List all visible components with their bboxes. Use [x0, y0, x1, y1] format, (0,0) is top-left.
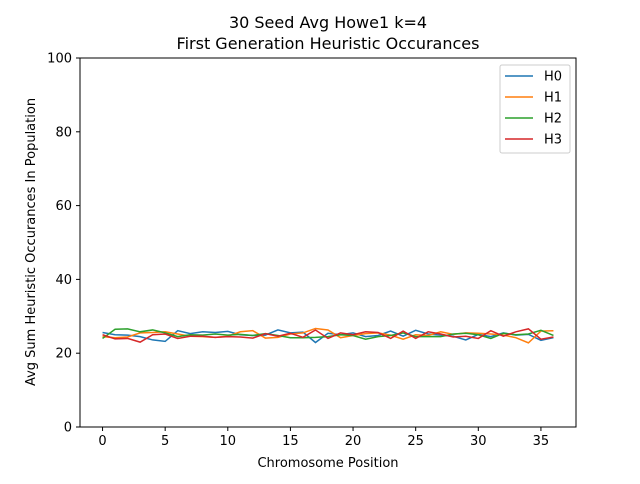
y-tick-label: 80: [55, 125, 72, 140]
series-line-h1: [102, 327, 554, 344]
series-line-h3: [102, 328, 554, 343]
x-tick-label: 5: [161, 434, 169, 449]
chart-title-line2: First Generation Heuristic Occurances: [177, 34, 480, 53]
legend-label-h3: H3: [544, 133, 562, 148]
legend-frame: [499, 64, 571, 154]
legend: H0 H1 H2 H3: [499, 64, 571, 154]
x-tick-label: 20: [345, 434, 362, 449]
legend-label-h2: H2: [544, 112, 562, 127]
x-tick-label: 30: [470, 434, 487, 449]
x-tick-label: 0: [98, 434, 106, 449]
plot-area: [102, 327, 554, 344]
y-tick-label: 40: [55, 273, 72, 288]
plot-frame: [79, 57, 577, 428]
series-line-h2: [102, 328, 554, 340]
legend-label-h1: H1: [544, 91, 562, 106]
x-tick-label: 35: [533, 434, 550, 449]
y-tick-label: 20: [55, 347, 72, 362]
x-tick-label: 15: [282, 434, 299, 449]
x-axis-label: Chromosome Position: [257, 456, 398, 471]
x-tick-label: 10: [220, 434, 237, 449]
y-tick-label: 60: [55, 199, 72, 214]
y-axis-label: Avg Sum Heuristic Occurances In Populati…: [24, 98, 39, 386]
y-tick-label: 0: [64, 421, 72, 436]
chart-title-line1: 30 Seed Avg Howe1 k=4: [229, 13, 427, 32]
legend-label-h0: H0: [544, 70, 562, 85]
y-tick-label: 100: [47, 52, 72, 67]
x-tick-label: 25: [407, 434, 424, 449]
